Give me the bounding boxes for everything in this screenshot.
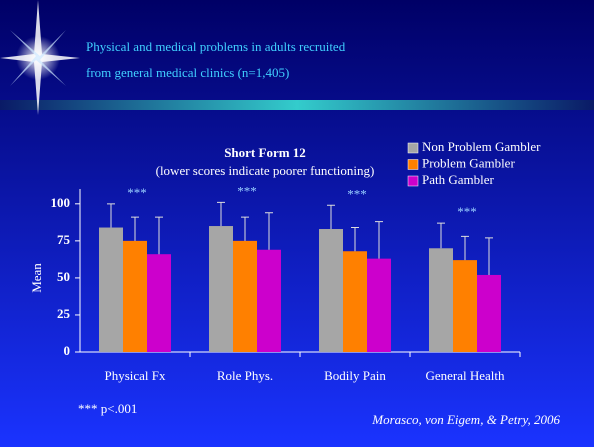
- citation: Morasco, von Eigem, & Petry, 2006: [371, 412, 560, 427]
- bar: [367, 259, 391, 352]
- chart-title: Short Form 12: [224, 145, 306, 160]
- significance: ***: [237, 183, 257, 198]
- y-axis-label: Mean: [29, 263, 44, 293]
- bar: [257, 250, 281, 352]
- x-tick-label: Physical Fx: [104, 368, 166, 383]
- divider: [0, 100, 594, 110]
- bar: [147, 254, 171, 352]
- legend-swatch: [408, 143, 418, 153]
- legend-swatch: [408, 176, 418, 186]
- x-tick-label: Role Phys.: [217, 368, 273, 383]
- bar: [319, 229, 343, 352]
- bar: [233, 241, 257, 352]
- y-tick-label: 25: [57, 306, 71, 321]
- footnote: *** p<.001: [78, 401, 137, 416]
- bar: [99, 228, 123, 352]
- page: Physical and medical problems in adults …: [0, 0, 594, 447]
- legend-label: Problem Gambler: [422, 155, 515, 170]
- bar: [453, 260, 477, 352]
- y-tick-label: 0: [64, 343, 71, 358]
- slide-title: Physical and medical problems in adults …: [86, 39, 346, 54]
- y-tick-label: 50: [57, 269, 70, 284]
- bar: [343, 251, 367, 352]
- legend-swatch: [408, 160, 418, 170]
- significance: ***: [347, 186, 367, 201]
- significance: ***: [127, 185, 147, 200]
- x-tick-label: Bodily Pain: [324, 368, 386, 383]
- y-tick-label: 75: [57, 232, 71, 247]
- chart-subtitle: (lower scores indicate poorer functionin…: [156, 163, 375, 178]
- significance: ***: [457, 204, 477, 219]
- bar: [477, 275, 501, 352]
- slide: Physical and medical problems in adults …: [0, 0, 594, 447]
- bar: [123, 241, 147, 352]
- x-tick-label: General Health: [425, 368, 505, 383]
- y-tick-label: 100: [51, 195, 71, 210]
- legend-label: Non Problem Gambler: [422, 139, 541, 154]
- slide-title: from general medical clinics (n=1,405): [86, 65, 289, 80]
- bar: [429, 248, 453, 352]
- bar: [209, 226, 233, 352]
- legend-label: Path Gambler: [422, 172, 495, 187]
